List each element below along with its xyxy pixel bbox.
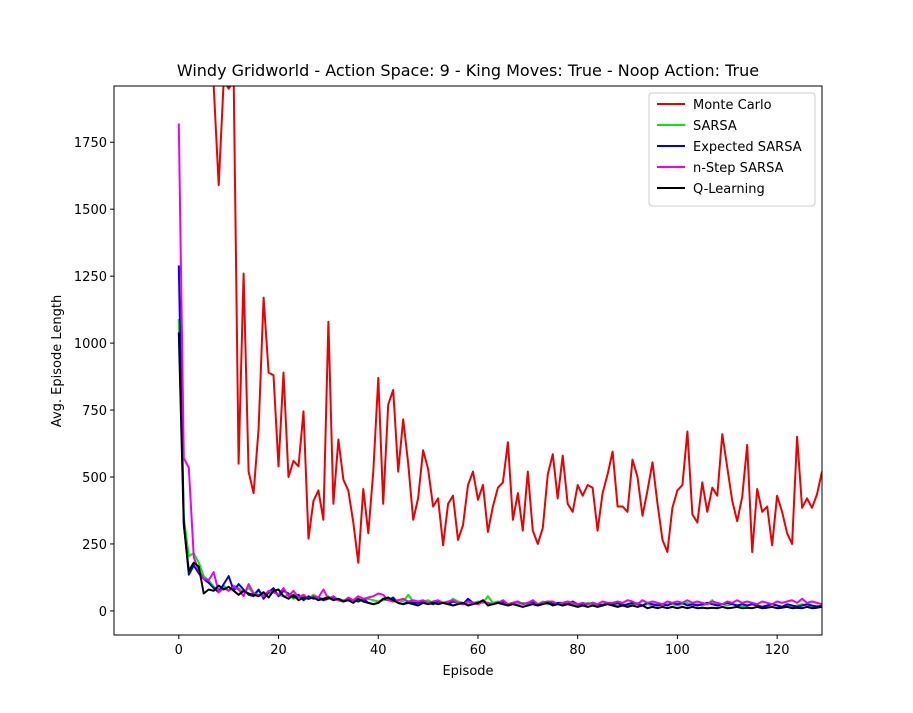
legend-label: n-Step SARSA bbox=[693, 161, 784, 176]
y-tick-label: 500 bbox=[82, 471, 107, 486]
legend-label: Monte Carlo bbox=[693, 98, 772, 113]
x-tick-label: 60 bbox=[470, 643, 487, 658]
x-axis-label: Episode bbox=[442, 664, 493, 679]
legend-label: Q-Learning bbox=[693, 182, 765, 197]
legend-box bbox=[648, 92, 816, 207]
series-line-2 bbox=[177, 318, 822, 608]
y-tick-label: 1750 bbox=[74, 136, 107, 151]
legend: Monte Carlo SARSA Expected SARSA n-Step SAR… bbox=[648, 92, 816, 207]
x-tick-label: 40 bbox=[370, 643, 387, 658]
series-line-4 bbox=[177, 123, 822, 606]
y-tick-label: 0 bbox=[99, 605, 107, 620]
series-line-3 bbox=[177, 265, 822, 608]
series-line-5 bbox=[177, 332, 822, 610]
legend-label: Expected SARSA bbox=[693, 140, 802, 155]
y-tick-label: 1000 bbox=[74, 337, 107, 352]
x-tick-label: 20 bbox=[270, 643, 287, 658]
x-tick-label: 100 bbox=[665, 643, 690, 658]
y-tick-label: 1250 bbox=[74, 270, 107, 285]
legend-label: SARSA bbox=[693, 119, 737, 134]
x-tick-label: 0 bbox=[175, 643, 183, 658]
x-tick-label: 80 bbox=[569, 643, 586, 658]
y-axis-label: Avg. Episode Length bbox=[50, 295, 65, 427]
x-axis: 0 20 40 60 80 100 120 bbox=[175, 635, 790, 658]
y-tick-label: 750 bbox=[82, 404, 107, 419]
y-axis: 0 250 500 750 1000 1250 1500 1750 bbox=[74, 136, 114, 620]
series-line-1 bbox=[212, 86, 822, 564]
x-tick-label: 120 bbox=[765, 643, 790, 658]
y-tick-label: 1500 bbox=[74, 203, 107, 218]
plot-lines bbox=[177, 86, 822, 610]
chart-title: Windy Gridworld - Action Space: 9 - King… bbox=[177, 61, 759, 80]
plot-frame bbox=[113, 85, 823, 636]
y-tick-label: 250 bbox=[82, 538, 107, 553]
